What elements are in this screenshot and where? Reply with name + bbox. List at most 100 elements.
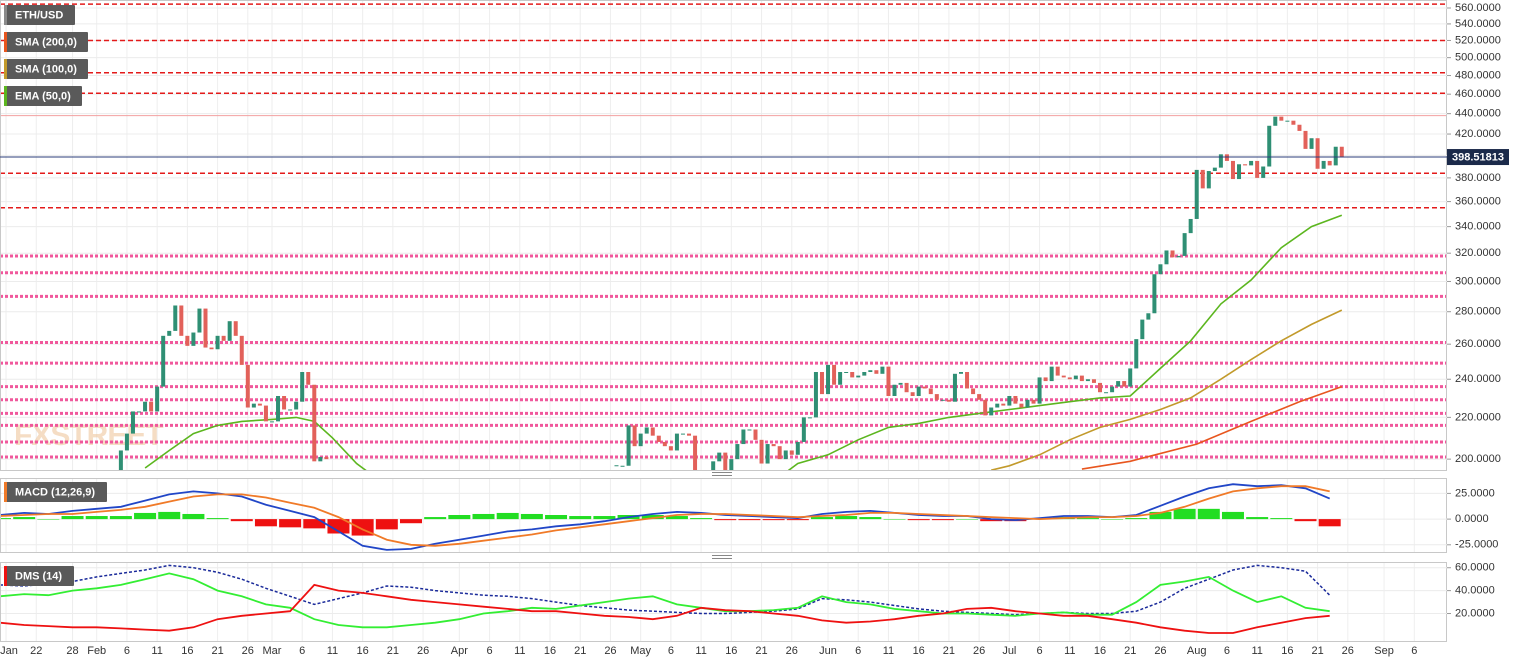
candle	[1188, 218, 1193, 234]
x-tick-label: 16	[1094, 645, 1106, 657]
candle	[233, 321, 238, 336]
candle	[958, 372, 963, 374]
x-tick-label: 28	[66, 645, 78, 657]
histogram-bar	[883, 519, 906, 520]
candle	[693, 435, 698, 470]
candle	[1013, 395, 1018, 404]
candle	[850, 372, 855, 378]
candle	[1049, 366, 1054, 382]
candle	[1200, 169, 1205, 189]
candle	[1001, 403, 1006, 406]
histogram-bar	[472, 513, 495, 520]
candle	[783, 450, 788, 460]
legend-tag: SMA (200,0)	[4, 32, 88, 52]
tag-box	[4, 482, 107, 502]
moving-average	[991, 309, 1343, 470]
x-tick-label: 6	[855, 645, 861, 657]
histogram-bar	[1101, 519, 1124, 520]
y-tick-label: 240.0000	[1455, 373, 1501, 385]
candle	[1079, 375, 1084, 382]
candle	[729, 459, 734, 470]
candle	[143, 401, 148, 412]
histogram-bar	[569, 516, 592, 520]
candle	[203, 308, 208, 348]
candle	[995, 403, 1000, 408]
histogram-bar	[1076, 518, 1099, 520]
histogram-bar	[1173, 508, 1196, 520]
histogram-bar	[786, 519, 809, 521]
candle	[1309, 138, 1314, 149]
candle	[916, 386, 921, 396]
x-tick-label: 16	[913, 645, 925, 657]
candle	[952, 373, 957, 402]
candle	[1279, 116, 1284, 121]
candle	[1061, 375, 1066, 378]
x-tick-label: Sep	[1374, 645, 1394, 657]
candle	[269, 421, 274, 423]
candle	[759, 439, 764, 464]
legend-label: MACD (12,26,9)	[15, 486, 95, 498]
candle	[1327, 160, 1332, 166]
candle	[874, 370, 879, 374]
candle	[1134, 339, 1139, 369]
panel-handle[interactable]	[712, 472, 732, 476]
y-tick-label: 420.0000	[1455, 128, 1501, 140]
candle	[1339, 146, 1344, 158]
x-tick-label: 26	[1342, 645, 1354, 657]
x-tick-label: 11	[327, 645, 338, 657]
watermark: FXSTREET	[14, 419, 163, 452]
x-tick-label: Jan	[0, 645, 18, 657]
y-tick-label: -25.0000	[1455, 539, 1498, 551]
candle	[922, 386, 927, 389]
candle	[717, 452, 722, 462]
legend-label: SMA (100,0)	[15, 63, 77, 75]
histogram-bar	[980, 519, 1003, 522]
histogram-bar	[230, 519, 253, 522]
histogram-bar	[399, 519, 422, 524]
histogram-bar	[835, 516, 858, 520]
x-tick-label: 22	[30, 645, 42, 657]
candle	[940, 399, 945, 401]
candle	[965, 372, 970, 389]
candle	[886, 366, 891, 396]
candle	[1249, 160, 1254, 166]
candle	[1297, 124, 1302, 131]
panel-handle[interactable]	[712, 555, 732, 559]
candle	[777, 446, 782, 460]
candle	[946, 399, 951, 402]
candle	[1146, 313, 1151, 320]
legend-tag: MACD (12,26,9)	[4, 482, 107, 502]
candle	[626, 425, 631, 466]
histogram-bar	[665, 516, 688, 520]
x-tick-label: 26	[786, 645, 798, 657]
candle	[1267, 125, 1272, 167]
candle	[687, 433, 692, 436]
histogram-bar	[1221, 511, 1244, 520]
x-tick-label: 6	[487, 645, 493, 657]
candle	[1043, 377, 1048, 382]
x-tick-label: Jul	[1002, 645, 1016, 657]
candle	[807, 417, 812, 419]
y-tick-label: 340.0000	[1455, 221, 1501, 233]
candle	[191, 332, 196, 346]
x-tick-label: Jun	[819, 645, 837, 657]
candle	[1140, 319, 1145, 340]
candle	[795, 441, 800, 455]
candle	[1122, 381, 1127, 387]
histogram-bar	[37, 519, 60, 520]
candle	[1116, 381, 1121, 387]
candle	[1243, 164, 1248, 166]
x-tick-label: 11	[514, 645, 525, 657]
candle	[1176, 255, 1181, 258]
candle	[904, 382, 909, 393]
candle	[124, 433, 129, 451]
y-tick-label: 280.0000	[1455, 306, 1501, 318]
candle	[251, 403, 256, 408]
histogram-bar	[424, 517, 447, 520]
y-tick-label: 20.0000	[1455, 607, 1495, 619]
candle	[1224, 154, 1229, 161]
candle	[1170, 250, 1175, 258]
histogram-bar	[85, 516, 108, 520]
